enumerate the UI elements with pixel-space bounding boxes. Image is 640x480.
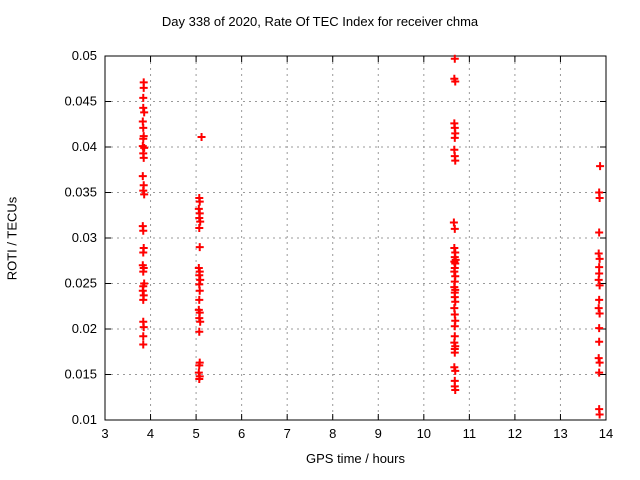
data-point-marker — [139, 295, 148, 304]
y-tick-label: 0.015 — [64, 367, 97, 382]
data-point-marker — [139, 267, 148, 276]
data-point-marker — [139, 93, 148, 102]
data-point-marker — [195, 327, 204, 336]
data-point-marker — [139, 323, 148, 332]
plot-frame — [104, 55, 607, 421]
x-tick-label: 4 — [147, 426, 154, 441]
x-tick-label: 6 — [238, 426, 245, 441]
data-point-marker — [595, 337, 604, 346]
data-point-marker — [450, 224, 459, 233]
x-tick-label: 12 — [508, 426, 522, 441]
data-point-marker — [195, 295, 204, 304]
data-point-marker — [140, 190, 149, 199]
data-point-marker — [196, 317, 205, 326]
data-point-marker — [595, 281, 604, 290]
data-point-marker — [139, 153, 148, 162]
y-tick-label: 0.045 — [64, 94, 97, 109]
data-point-marker — [450, 322, 459, 331]
data-point-marker — [139, 340, 148, 349]
x-tick-label: 9 — [375, 426, 382, 441]
y-tick-label: 0.035 — [64, 185, 97, 200]
data-point-marker — [139, 248, 148, 257]
data-point-marker — [195, 375, 204, 384]
data-point-marker — [451, 156, 460, 165]
data-point-marker — [138, 172, 147, 181]
x-tick-label: 10 — [417, 426, 431, 441]
x-axis-label: GPS time / hours — [306, 451, 405, 466]
data-point-marker — [595, 193, 604, 202]
x-tick-label: 11 — [463, 426, 477, 441]
data-point-marker — [195, 197, 204, 206]
data-point-marker — [451, 385, 460, 394]
y-tick-label: 0.01 — [72, 412, 97, 427]
data-point-marker — [595, 358, 604, 367]
data-point-marker — [595, 368, 604, 377]
data-point-marker — [450, 348, 459, 357]
data-point-marker — [451, 366, 460, 375]
data-point-marker — [450, 133, 459, 142]
data-point-marker — [139, 123, 148, 132]
data-point-marker — [595, 324, 604, 333]
y-tick-label: 0.02 — [72, 321, 97, 336]
data-point-marker — [595, 295, 604, 304]
y-tick-label: 0.03 — [72, 230, 97, 245]
data-point-marker — [140, 108, 149, 117]
x-tick-label: 8 — [329, 426, 336, 441]
data-point-marker — [195, 243, 204, 252]
data-point-marker — [195, 286, 204, 295]
data-point-marker — [595, 309, 604, 318]
data-point-marker — [595, 410, 604, 419]
y-tick-label: 0.05 — [72, 48, 97, 63]
data-point-marker — [139, 226, 148, 235]
y-tick-label: 0.025 — [64, 276, 97, 291]
x-tick-label: 14 — [599, 426, 613, 441]
chart-title: Day 338 of 2020, Rate Of TEC Index for r… — [161, 14, 479, 29]
x-tick-label: 5 — [192, 426, 199, 441]
data-point-marker — [451, 77, 460, 86]
data-point-marker — [139, 332, 148, 341]
data-point-marker — [195, 223, 204, 232]
data-point-marker — [195, 361, 204, 370]
x-tick-label: 13 — [553, 426, 567, 441]
data-point-marker — [197, 132, 206, 141]
data-point-marker — [596, 162, 605, 171]
data-point-marker — [595, 228, 604, 237]
x-tick-label: 7 — [284, 426, 291, 441]
data-point-marker — [450, 54, 459, 63]
data-point-marker — [139, 83, 148, 92]
y-tick-label: 0.04 — [72, 139, 97, 154]
data-point-marker — [139, 134, 148, 143]
x-tick-label: 3 — [101, 426, 108, 441]
data-point-marker — [595, 254, 604, 263]
